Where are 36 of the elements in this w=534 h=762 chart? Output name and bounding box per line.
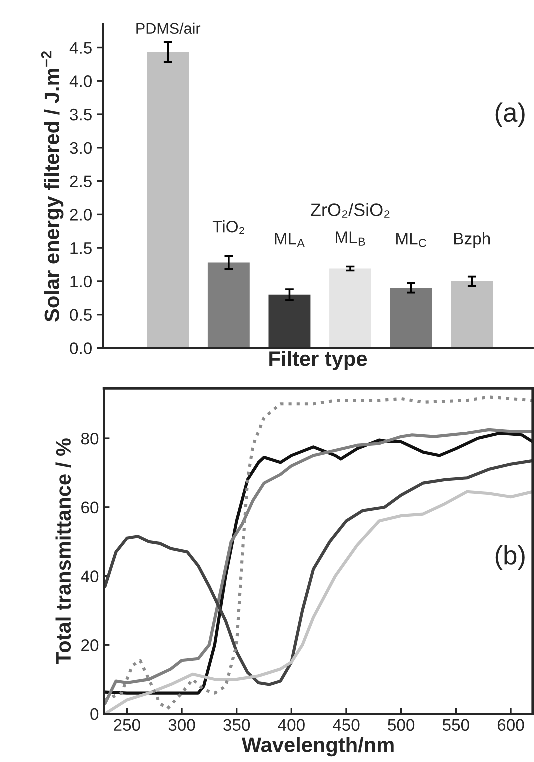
- annotation: ZrO₂/SiO₂: [310, 203, 390, 218]
- x-tick-label: PDMS/air: [136, 22, 201, 34]
- y-tick-label: 40: [81, 570, 99, 582]
- x-tick-label: Bzph: [454, 232, 490, 248]
- y-axis-title: Total transmittance / %: [56, 438, 72, 664]
- y-tick-label: 3.0: [70, 142, 92, 154]
- y-tick-label: 3.5: [70, 108, 92, 121]
- x-tick-label: TiO₂: [212, 220, 244, 234]
- x-tick-label: 300: [168, 719, 196, 732]
- x-tick-label: 450: [332, 719, 360, 732]
- annotation: (a): [496, 102, 525, 128]
- x-tick-label: ML$_{C}$: [396, 233, 426, 248]
- x-tick-label: 600: [498, 719, 524, 732]
- x-axis-title: Wavelength/nm: [242, 737, 394, 757]
- y-tick-label: 20: [82, 640, 99, 652]
- y-axis-title: Solar energy filtered / J.m$^{−2}$: [41, 52, 64, 322]
- x-tick-label: 400: [278, 719, 305, 732]
- y-tick-label: 80: [81, 432, 99, 445]
- x-tick-label: 500: [388, 719, 415, 732]
- y-tick-label: 4.0: [70, 76, 92, 88]
- y-tick-label: 0: [90, 708, 99, 720]
- x-tick-label: 250: [114, 719, 140, 732]
- x-tick-label: ML$_{B}$: [336, 232, 366, 246]
- y-tick-label: 0.5: [70, 309, 92, 322]
- y-tick-label: 1.0: [70, 276, 92, 288]
- x-tick-label: ML$_{A}$: [275, 233, 305, 248]
- y-tick-label: 60: [82, 502, 99, 514]
- y-tick-label: 1.5: [70, 242, 92, 254]
- annotation: (b): [496, 546, 525, 570]
- y-tick-label: 0.0: [70, 342, 92, 354]
- x-tick-label: 350: [224, 719, 250, 732]
- x-axis-title: Filter type: [270, 351, 368, 370]
- y-tick-label: 4.5: [70, 42, 92, 54]
- x-tick-label: 550: [442, 719, 470, 732]
- y-tick-label: 2.5: [70, 176, 92, 188]
- y-tick-label: 2.0: [70, 209, 92, 221]
